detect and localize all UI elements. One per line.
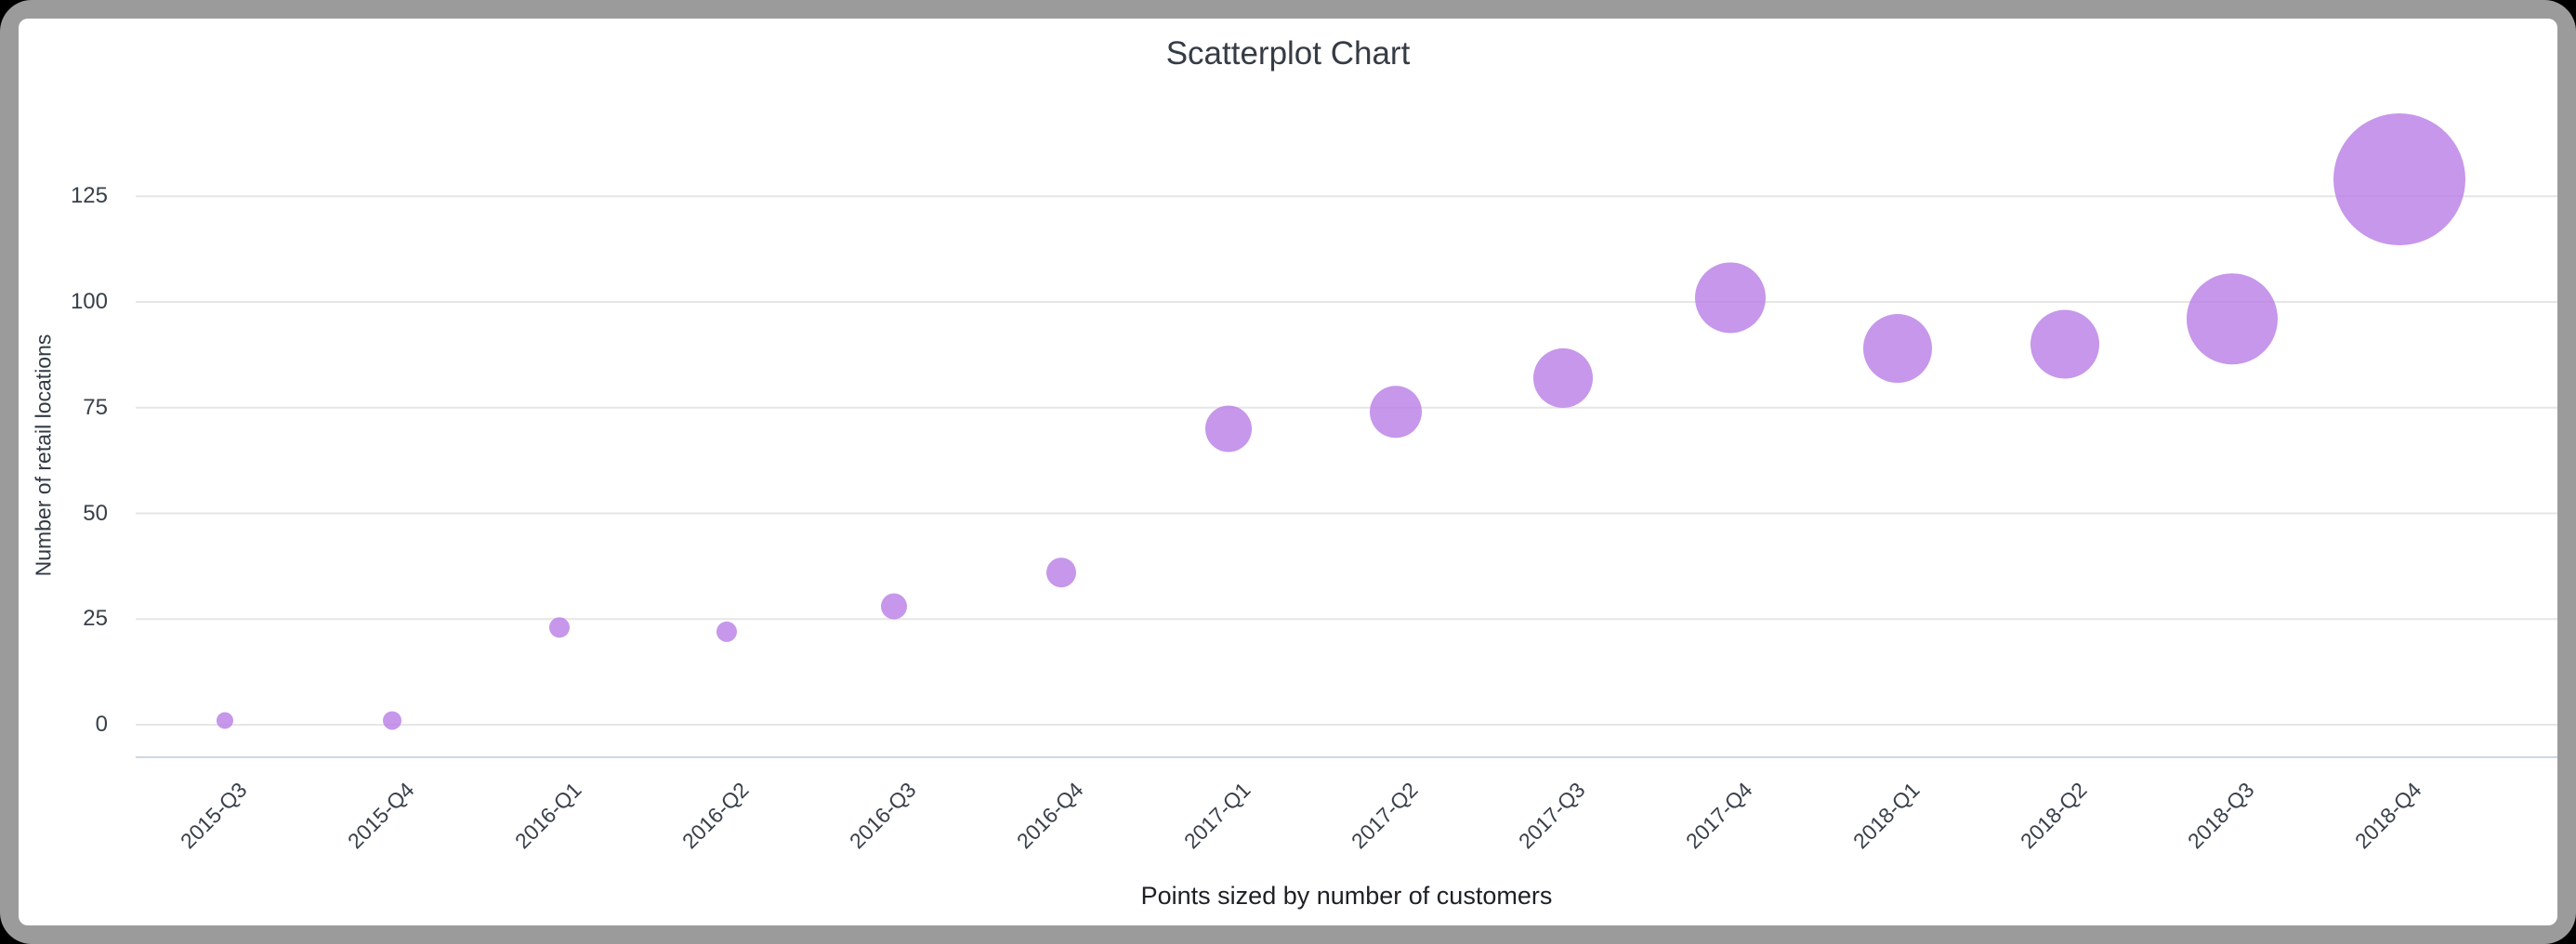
bubble-2017-Q2[interactable] — [1370, 386, 1422, 439]
bubble-2017-Q3[interactable] — [1533, 347, 1593, 408]
bubble-2015-Q3[interactable] — [217, 712, 233, 729]
bubble-2015-Q4[interactable] — [383, 711, 401, 730]
bubble-2016-Q4[interactable] — [1046, 557, 1076, 588]
bubble-2018-Q3[interactable] — [2187, 273, 2278, 365]
bubble-2016-Q3[interactable] — [881, 593, 907, 620]
bubble-2016-Q1[interactable] — [549, 617, 570, 638]
bubble-2018-Q1[interactable] — [1863, 314, 1932, 384]
bubble-2018-Q4[interactable] — [2333, 113, 2465, 246]
bubble-2016-Q2[interactable] — [716, 621, 737, 642]
chart-card — [19, 19, 2557, 925]
bubble-2017-Q4[interactable] — [1695, 262, 1766, 334]
bubble-2017-Q1[interactable] — [1205, 405, 1252, 452]
bubble-2018-Q2[interactable] — [2031, 309, 2099, 379]
